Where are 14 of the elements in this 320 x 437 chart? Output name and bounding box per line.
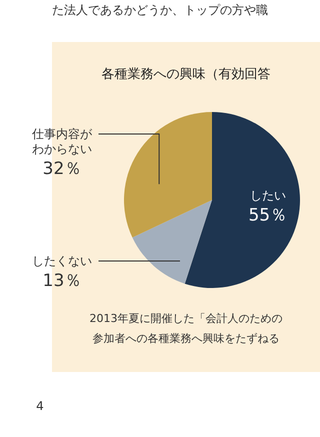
- slice-label: したい: [250, 188, 286, 203]
- data-label: 32％: [42, 159, 82, 179]
- text: 4: [36, 399, 44, 413]
- data-label: 55％: [248, 206, 288, 226]
- text: 参加者への各種業務へ興味をたずねる: [92, 332, 280, 345]
- data-label: 13％: [42, 271, 82, 291]
- chart-title: 各種業務への興味（有効回答: [102, 67, 270, 82]
- pie-slice: [132, 200, 212, 284]
- text: た法人であるかどうか、トップの方や職: [52, 3, 268, 17]
- slice-label: 仕事内容がわからない: [31, 127, 93, 156]
- slice-label: したくない: [32, 254, 92, 268]
- pie-slice: [124, 112, 212, 238]
- text: 2013年夏に開催した「会計人のための: [90, 312, 282, 325]
- pie-slice: [184, 112, 300, 288]
